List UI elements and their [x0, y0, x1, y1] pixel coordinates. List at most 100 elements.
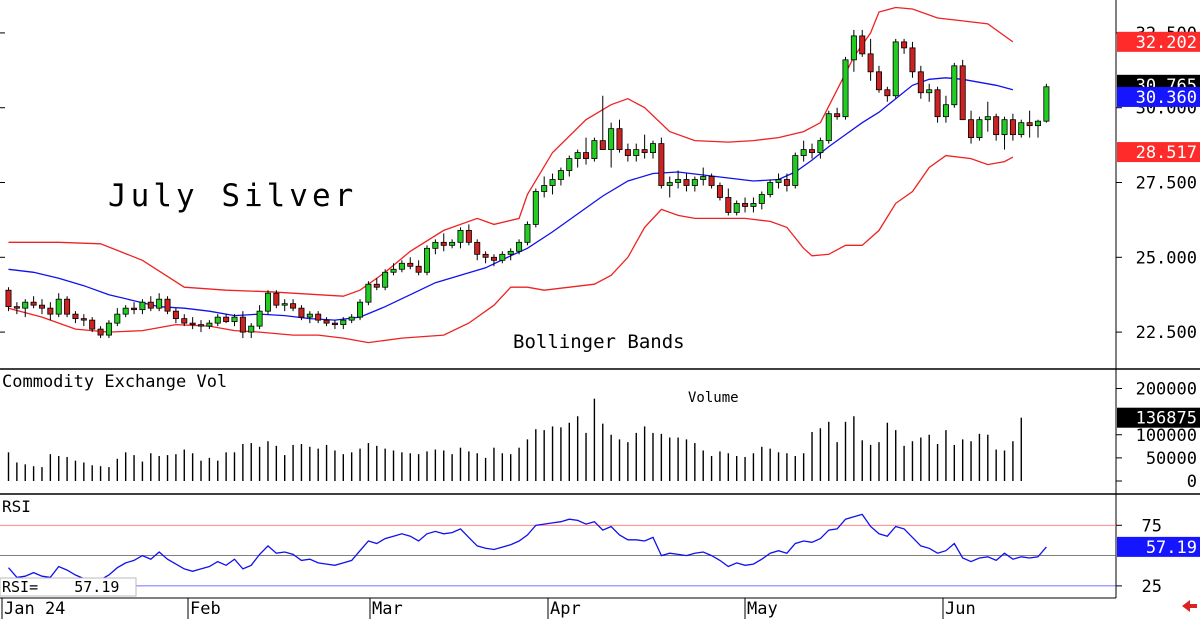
candle: [231, 314, 238, 327]
candle: [373, 278, 380, 291]
candle-body-down: [198, 324, 205, 327]
month-label: Feb: [190, 599, 221, 619]
candle-body-down: [373, 283, 380, 288]
candle-body-down: [298, 307, 305, 318]
candle-body-down: [783, 179, 790, 186]
candle-body-up: [507, 250, 514, 255]
candle-body-up: [574, 152, 581, 159]
price-marker-text: 30.360: [1136, 88, 1197, 108]
candle: [474, 239, 481, 261]
bollinger-mid-line: [8, 77, 1014, 321]
candle: [524, 221, 531, 246]
candle-body-down: [89, 319, 96, 330]
candle-body-down: [189, 322, 196, 326]
candle-body-up: [214, 316, 221, 324]
candle-body-up: [532, 191, 539, 225]
candle-body-up: [825, 113, 832, 142]
candle: [348, 314, 355, 324]
candle: [817, 137, 824, 159]
candle: [22, 299, 29, 318]
candle: [172, 308, 179, 324]
bollinger-label: Bollinger Bands: [513, 331, 685, 353]
candle-body-down: [47, 307, 54, 315]
candle-body-down: [30, 301, 37, 306]
candle: [859, 29, 866, 57]
candle: [608, 122, 615, 168]
candle-body-down: [1009, 119, 1016, 136]
candle: [800, 140, 807, 162]
candle: [867, 38, 874, 81]
candle: [700, 167, 707, 186]
candle-body-down: [993, 116, 1000, 136]
candle-body-up: [423, 247, 430, 273]
candle: [164, 296, 171, 315]
candle-body-up: [248, 325, 255, 333]
candle-body-down: [859, 35, 866, 55]
price-marker-text: 28.517: [1136, 143, 1197, 163]
candle-body-down: [884, 89, 891, 97]
rsi-tick-label: 75: [1142, 516, 1162, 536]
candle-body-up: [365, 283, 372, 303]
axis-ticks: 22.50025.00027.50030.00032.5000500001000…: [0, 24, 1197, 597]
scroll-right-arrow-icon[interactable]: [1182, 600, 1197, 612]
candle-body-up: [139, 301, 146, 311]
candle-body-down: [1026, 122, 1033, 127]
candle: [323, 317, 330, 327]
candle-body-up: [457, 229, 464, 243]
candle: [599, 95, 606, 150]
volume-label: Volume: [688, 390, 739, 406]
candle: [30, 296, 37, 309]
candle-body-up: [256, 310, 263, 327]
candle: [55, 293, 62, 318]
candle: [407, 257, 414, 270]
candle-body-up: [390, 268, 397, 273]
price-marker-text: 32.202: [1136, 33, 1197, 53]
candle: [390, 263, 397, 276]
candle: [214, 314, 221, 327]
bollinger-lower-line: [8, 154, 1014, 344]
candle-body-down: [708, 176, 715, 186]
candle: [64, 296, 71, 318]
panel-frames: [0, 0, 1200, 599]
candle: [147, 296, 154, 312]
candle-body-up: [524, 223, 531, 243]
candle: [624, 143, 631, 162]
candle-body-down: [482, 253, 489, 258]
candle-body-down: [490, 256, 497, 261]
price-marker: 30.360: [1117, 86, 1200, 108]
candle: [482, 251, 489, 264]
candle: [239, 311, 246, 339]
candle: [256, 305, 263, 330]
candle-body-down: [273, 292, 280, 306]
candle: [574, 149, 581, 168]
candle: [683, 173, 690, 192]
candle-body-down: [239, 316, 246, 333]
candle-body-down: [867, 53, 874, 73]
candle-body-up: [675, 179, 682, 183]
candle-body-up: [649, 143, 656, 153]
candle-body-up: [666, 182, 673, 186]
candle-body-up: [817, 140, 824, 153]
candle: [89, 317, 96, 333]
candle-body-down: [474, 241, 481, 255]
candle: [926, 83, 933, 102]
candle: [666, 176, 673, 198]
candle: [583, 137, 590, 165]
candle: [1035, 119, 1042, 138]
candle: [532, 188, 539, 228]
candle-body-down: [968, 119, 975, 139]
candle-body-down: [38, 304, 45, 309]
candle-body-down: [583, 152, 590, 159]
candle-body-down: [909, 47, 916, 73]
candle: [649, 140, 656, 159]
candle-body-up: [591, 140, 598, 159]
candle-body-up: [608, 128, 615, 150]
candle-body-down: [72, 313, 79, 320]
candle: [968, 110, 975, 144]
volume-marker: 136875: [1117, 407, 1200, 429]
candle: [357, 299, 364, 321]
candle: [557, 167, 564, 186]
candle: [97, 326, 104, 339]
